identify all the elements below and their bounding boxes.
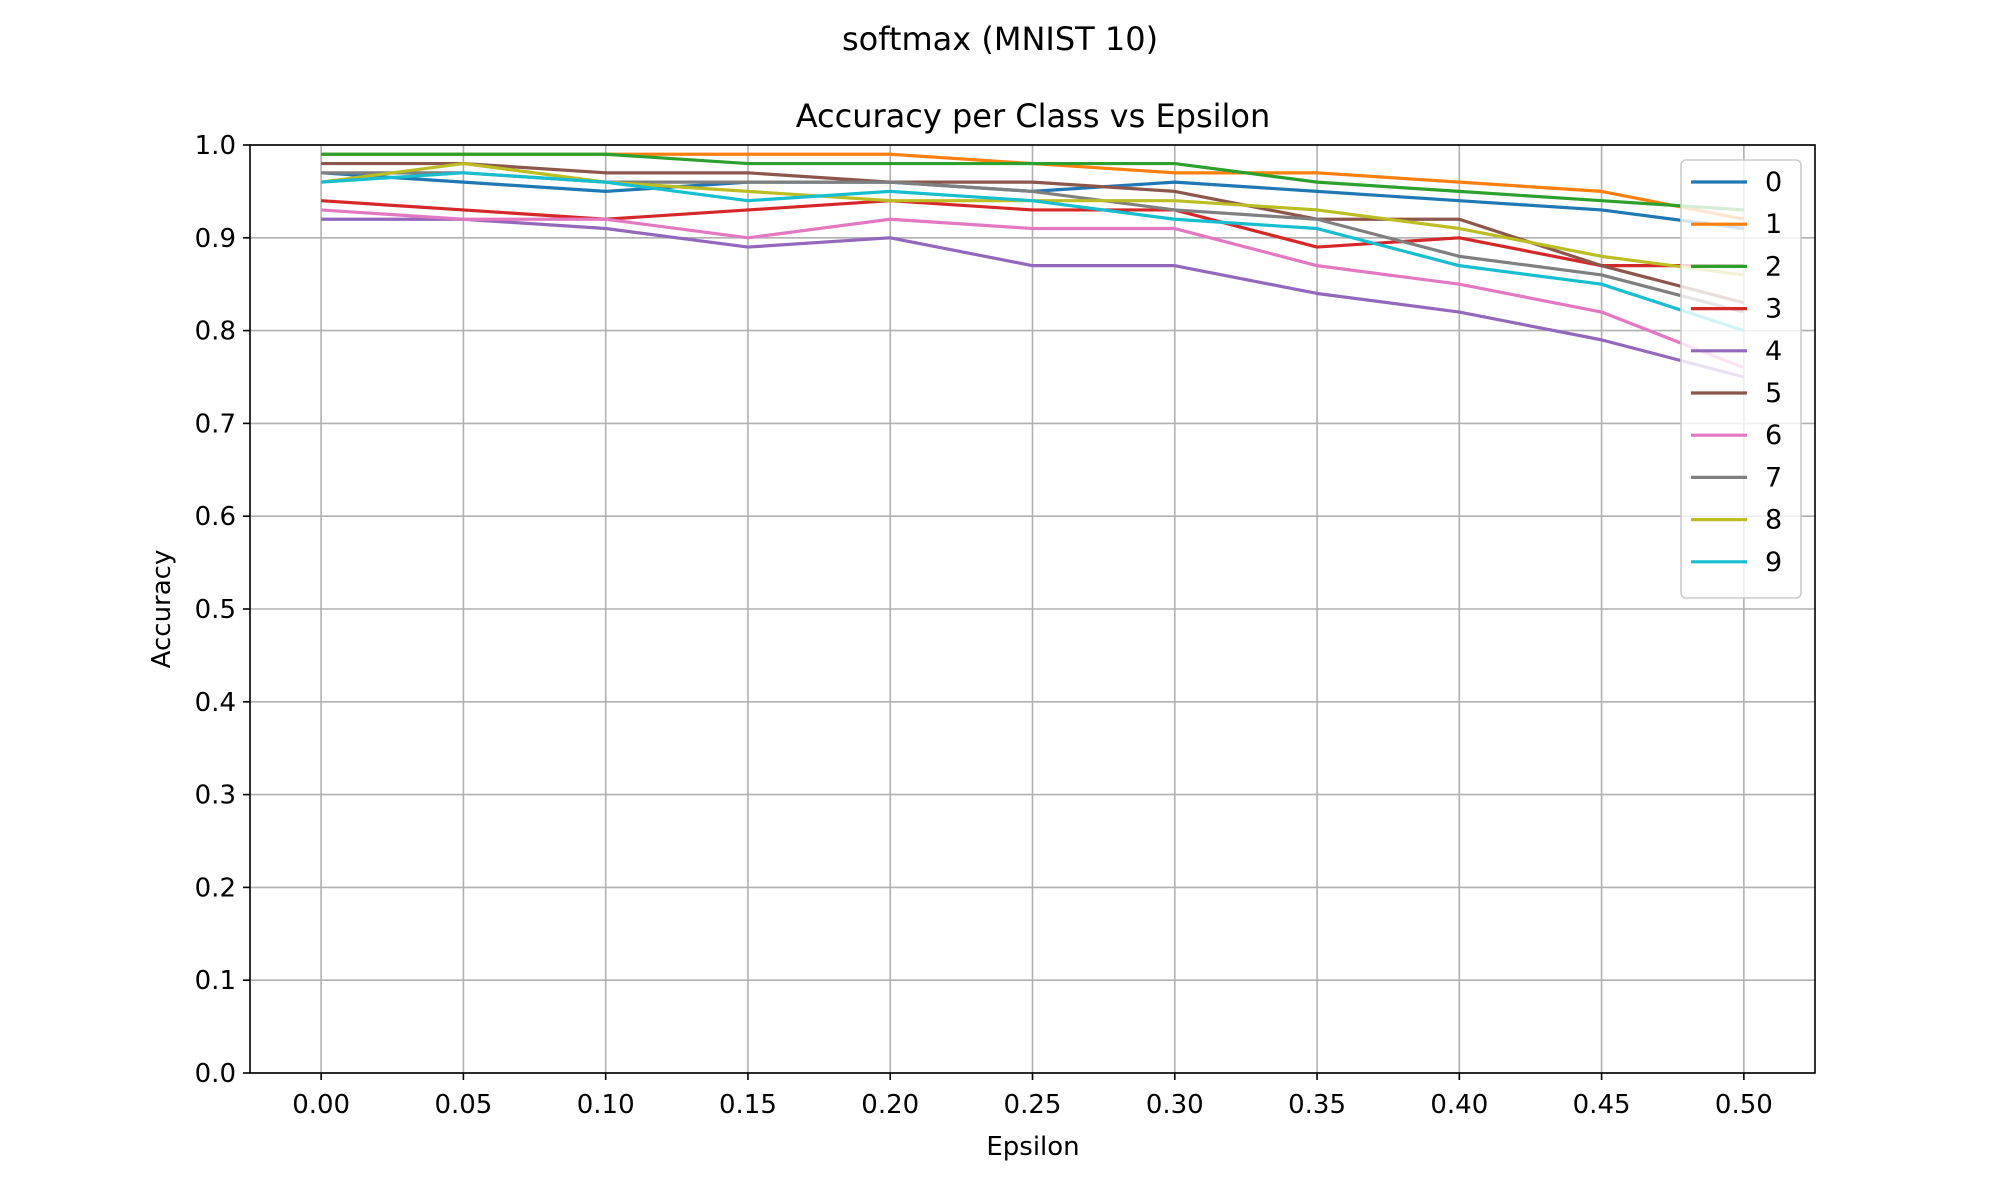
- legend-label-6: 6: [1765, 420, 1782, 451]
- y-tick-label: 0.0: [195, 1059, 236, 1089]
- series-line-3: [321, 199, 1744, 268]
- y-tick-label: 0.3: [195, 781, 236, 811]
- y-tick-label: 1.0: [195, 131, 236, 161]
- x-tick-label: 0.00: [292, 1090, 350, 1120]
- legend-label-4: 4: [1765, 336, 1782, 367]
- y-tick-label: 0.6: [195, 502, 236, 532]
- x-tick-label: 0.50: [1715, 1090, 1773, 1120]
- x-tick-label: 0.35: [1288, 1090, 1346, 1120]
- legend-label-5: 5: [1765, 378, 1782, 409]
- legend-label-8: 8: [1765, 505, 1782, 536]
- y-tick-label: 0.1: [195, 966, 236, 996]
- x-tick-label: 0.20: [861, 1090, 919, 1120]
- series-line-4: [321, 217, 1745, 379]
- figure-suptitle: softmax (MNIST 10): [842, 20, 1158, 58]
- series-lines: [320, 152, 1745, 379]
- x-tick-label: 0.30: [1146, 1090, 1204, 1120]
- y-tick-label: 0.4: [195, 688, 236, 718]
- y-tick-label: 0.9: [195, 224, 236, 254]
- chart-title: Accuracy per Class vs Epsilon: [796, 97, 1271, 135]
- legend-label-2: 2: [1765, 251, 1782, 282]
- series-line-6: [321, 208, 1745, 370]
- legend-label-1: 1: [1765, 209, 1782, 240]
- series-line-5: [321, 161, 1745, 305]
- x-tick-label: 0.45: [1573, 1090, 1631, 1120]
- legend-box: [1680, 159, 1802, 599]
- y-axis-label: Accuracy: [147, 550, 177, 669]
- x-tick-label: 0.10: [577, 1090, 635, 1120]
- y-tick-label: 0.5: [195, 595, 236, 625]
- legend-label-9: 9: [1765, 547, 1782, 578]
- x-tick-label: 0.40: [1430, 1090, 1488, 1120]
- x-axis-label: Epsilon: [986, 1132, 1079, 1162]
- legend: 0 1 2 3 4 5 6 7 8 9: [1680, 159, 1802, 599]
- legend-label-7: 7: [1765, 462, 1782, 493]
- y-tick-label: 0.8: [195, 317, 236, 347]
- y-axis-ticks: 0.0 0.1 0.2 0.3 0.4 0.5 0.6 0.7 0.8 0.9 1.0: [195, 131, 250, 1089]
- series-line-2: [321, 152, 1744, 212]
- legend-label-3: 3: [1765, 294, 1782, 325]
- legend-label-0: 0: [1765, 167, 1782, 198]
- x-axis-ticks: 0.00 0.05 0.10 0.15 0.20 0.25 0.30 0.35 0.40 0.45…: [292, 1073, 1773, 1120]
- y-tick-label: 0.7: [195, 409, 236, 439]
- series-line-9: [321, 171, 1745, 333]
- y-tick-label: 0.2: [195, 873, 236, 903]
- x-tick-label: 0.15: [719, 1090, 777, 1120]
- x-tick-label: 0.05: [434, 1090, 492, 1120]
- x-tick-label: 0.25: [1004, 1090, 1062, 1120]
